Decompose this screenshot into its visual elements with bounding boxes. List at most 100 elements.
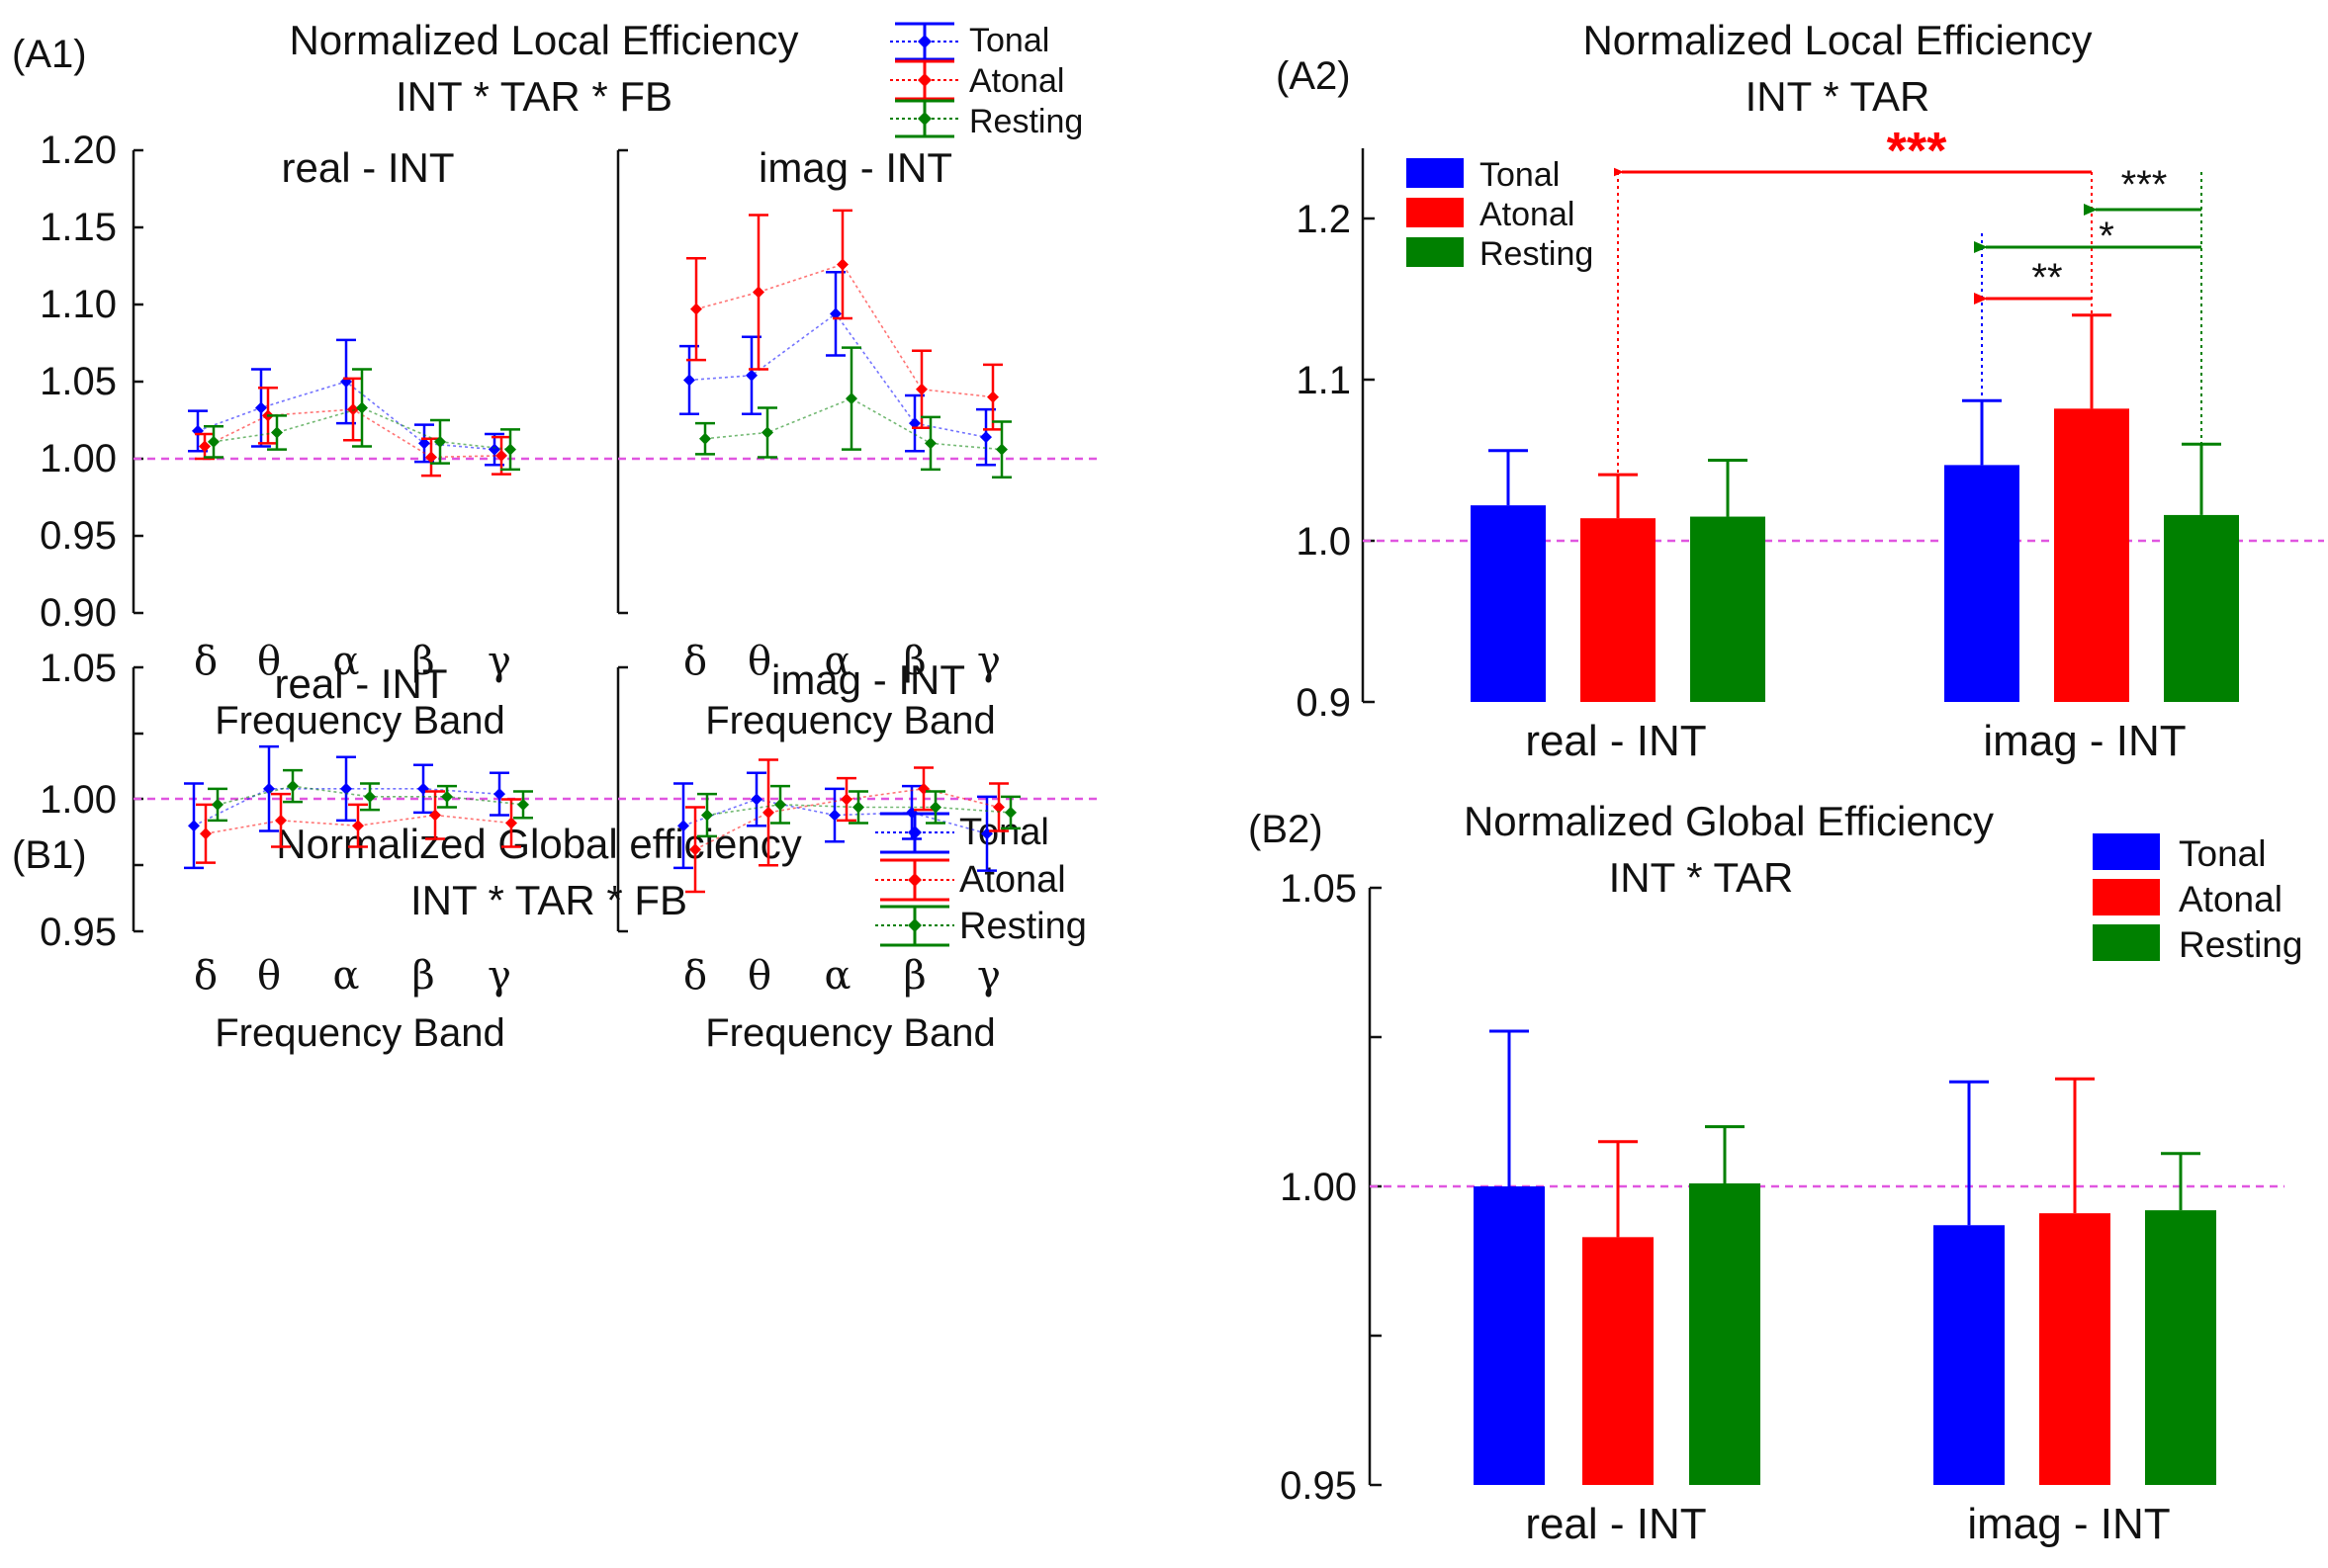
b2-real-int-atonal-bar [1582,1237,1654,1485]
a1-imag-band-label: β [903,639,926,684]
b2-ytick-label: 1.00 [1280,1166,1357,1209]
b1-imag-int-resting-3-point [930,801,941,814]
b1-real-int-atonal-1-point [275,814,287,827]
b1-imag-band-label: δ [683,953,707,999]
a1-real-int-resting-3-point [434,435,446,448]
b1-real-int-atonal-line [205,814,512,834]
b2-real-int-tonal-bar [1474,1186,1545,1485]
legend-a2-atonal-label: Atonal [1479,196,1574,233]
a1-y-axis: 1.20 1.15 1.10 1.05 1.00 0.95 0.90 [40,129,143,635]
b1-ytick-label: 0.95 [40,911,117,954]
b1-real-int-tonal-0-point [188,820,200,832]
b1-imag-int-atonal-3-point [918,782,930,795]
a1-ytick-label: 1.15 [40,206,117,249]
b1-imag-int-atonal-2-point [841,793,852,806]
b1-imag-band-label: α [824,953,851,999]
a1-imag-int-resting-1-point [761,426,773,439]
b1-imag-int-resting-2-point [852,801,864,814]
b1-real-int-tonal-2-point [340,782,352,795]
a1-real-int-atonal-4-point [495,449,507,462]
legend-a2-resting-label: Resting [1479,235,1593,273]
b1-imag-int-tonal-1-point [751,793,762,806]
a1-real-int-atonal-0-point [199,440,211,453]
b1-imag-int-tonal-2-point [829,809,841,822]
a1-imag-int-resting-0-point [699,432,711,445]
a1-imag-int-resting-2-point [846,392,857,405]
a1-ytick-label: 1.00 [40,437,117,480]
b1-imag-xlabel: Frequency Band [705,1011,996,1055]
a1-imag-int-resting-3-point [925,437,937,450]
a2-ytick-label: 1.2 [1296,198,1351,241]
legend-b2-resting-label: Resting [2179,924,2302,965]
legend-a1-tonal: Tonal [890,22,1049,61]
a1-imag-int-atonal-line [695,263,994,398]
a1-imag-band-label: γ [977,639,1001,684]
a1-subplot-title-imag: imag - INT [759,144,952,191]
b1-ytick-label: 1.00 [40,778,117,822]
a1-real-band-label: θ [257,639,281,684]
b2-ytick-label: 1.05 [1280,867,1357,911]
b1-real-int-resting-2-point [364,790,376,803]
a1-real-int-resting-4-point [504,443,516,456]
a1-imag-int-atonal-0-point [690,303,702,315]
legend-b1-atonal-label: Atonal [959,859,1066,901]
b2-group-label-real: real - INT [1525,1500,1706,1548]
b1-imag-int-atonal-4-point [993,801,1005,814]
a2-real-int-tonal-bar [1471,505,1546,702]
panel-label-b1: (B1) [12,833,87,877]
a2-real-int-resting-bar [1690,516,1765,702]
a1-imag-int-tonal-2-point [830,307,842,320]
b1-real-int-atonal-2-point [352,820,364,832]
b1-real-int-tonal-3-point [417,782,429,795]
b1-real-band-label: α [332,953,359,999]
a2-ytick-label: 1.0 [1296,520,1351,564]
legend-a1-resting-label: Resting [969,103,1083,140]
legend-a2-resting-swatch [1406,237,1464,267]
b2-real-int-resting-bar [1689,1182,1760,1485]
a1-ytick-label: 0.90 [40,591,117,635]
legend-a2-atonal-swatch [1406,198,1464,227]
panel-b1-title-line1: Normalized Global efficiency [276,821,801,867]
b2-plot-marks [1474,1029,2216,1485]
b1-real-band-label: δ [194,953,218,999]
legend-a1-resting-marker [918,112,932,126]
b1-imag-band-label: β [903,953,926,999]
panel-a1-title-line1: Normalized Local Efficiency [289,17,798,63]
a2-sig-stars-atonal-vs-tonal-imag: ** [2031,256,2062,300]
a1-imag-band-label: α [824,639,851,684]
a1-real-int-resting-line [213,406,511,451]
b1-real-int-resting-4-point [517,798,529,811]
b1-real-band-label: γ [488,953,511,999]
b1-imag-int-atonal-1-point [762,806,774,819]
legend-b2-resting-swatch [2093,924,2160,961]
legend-b1-resting-label: Resting [959,906,1087,947]
panel-a1: (A1) Normalized Local Efficiency INT * T… [12,17,1098,742]
b1-imag-int-resting-1-point [774,798,786,811]
panel-label-b2: (B2) [1248,808,1323,851]
a1-imag-int-atonal-2-point [837,258,849,271]
b1-real-int-resting-0-point [212,798,224,811]
b1-y-axis: 1.05 1.00 0.95 [40,647,143,954]
legend-b2-atonal-swatch [2093,879,2160,915]
b2-imag-int-atonal-bar [2039,1213,2110,1485]
legend-b2-atonal-label: Atonal [2179,879,2283,919]
legend-a1-atonal: Atonal [890,59,1064,101]
legend-a1: Tonal Atonal Resting [890,22,1083,140]
a1-imag-int-tonal-line [688,312,987,438]
panel-label-a1: (A1) [12,33,87,76]
b1-imag-int-resting-line [706,803,1012,817]
b1-subplot-title-imag: imag - INT [771,656,965,703]
b1-real-int-resting-1-point [287,780,299,793]
legend-a1-atonal-label: Atonal [969,62,1064,100]
a2-significance-annotations: *** *** * ** [1610,123,2202,484]
a1-real-int-tonal-4-point [489,443,500,456]
legend-b1-resting: Resting [875,905,1087,947]
a1-subplot-title-real: real - INT [281,144,454,191]
a1-imag-int-tonal-1-point [746,369,758,382]
legend-a2: Tonal Atonal Resting [1402,148,1614,275]
legend-b1-tonal-marker [908,826,922,839]
b1-subplot-title-real: real - INT [274,660,447,707]
panel-a2-title-line1: Normalized Local Efficiency [1582,17,2092,63]
b1-imag-band-label: θ [748,953,771,999]
